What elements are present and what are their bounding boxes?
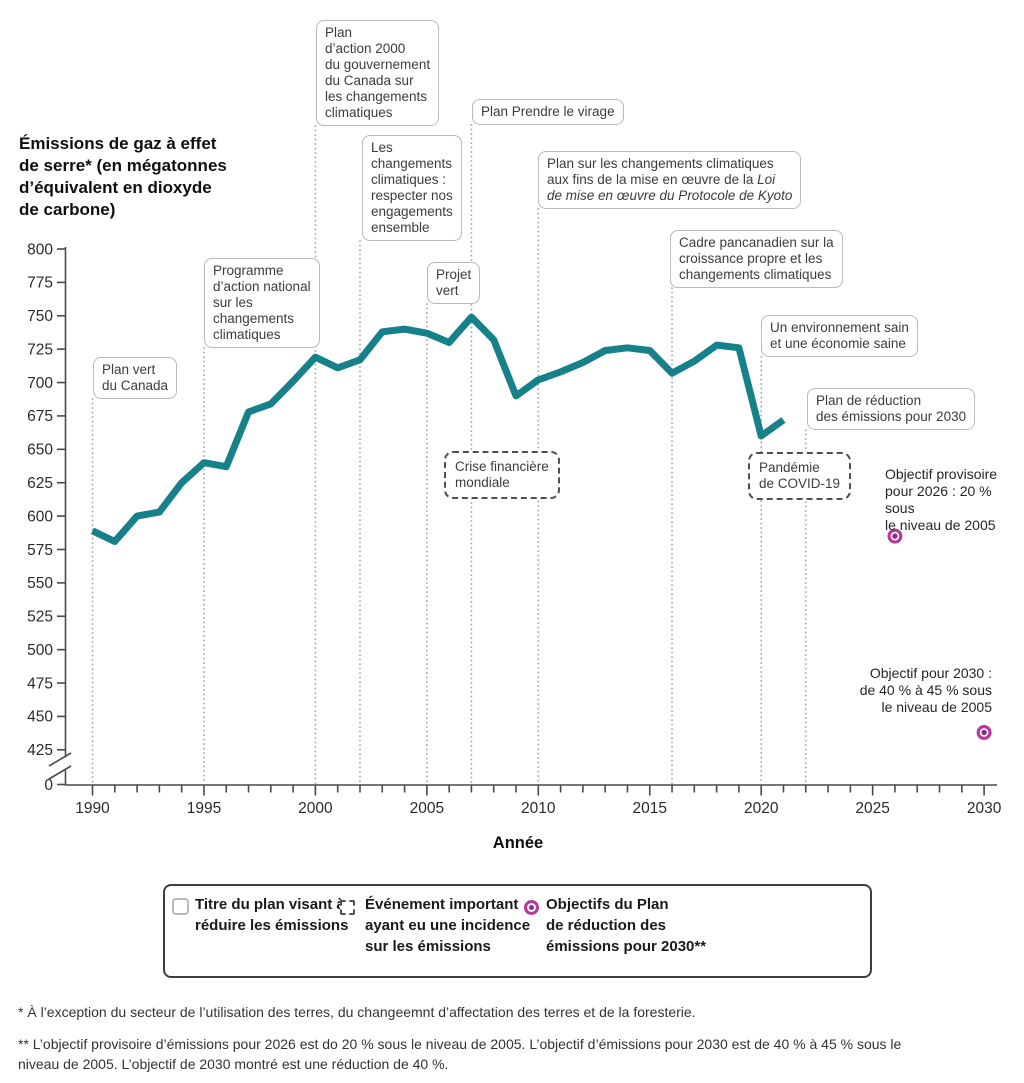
x-tick-label: 2025 bbox=[855, 800, 889, 817]
annotation-respecter-nos-engagements: Les changements climatiques : respecter … bbox=[362, 135, 462, 241]
y-tick-label: 550 bbox=[27, 575, 53, 592]
target-2026-label: Objectif provisoire pour 2026 : 20 % sou… bbox=[885, 466, 998, 533]
x-tick-label: 2020 bbox=[744, 800, 779, 817]
footnote-1: * À l’exception du secteur de l’utilisat… bbox=[18, 1004, 696, 1020]
x-tick-label: 2030 bbox=[967, 800, 1002, 817]
y-tick-label: 800 bbox=[27, 241, 53, 258]
target-dot-icon bbox=[524, 900, 539, 915]
y-tick-label: 450 bbox=[27, 709, 53, 726]
event-box-icon bbox=[340, 900, 355, 915]
axis-break-mark bbox=[48, 765, 72, 780]
y-tick-label: 525 bbox=[27, 609, 53, 626]
target-dot-2030 bbox=[976, 725, 992, 740]
axes: 0 425 450 475 500 525 550 575 600 625 650 675 700 725… bbox=[27, 241, 1002, 817]
y-tick-label: 600 bbox=[27, 508, 53, 525]
y-tick-label: 625 bbox=[27, 475, 53, 492]
legend: Titre du plan visant à réduire les émiss… bbox=[163, 884, 872, 978]
x-tick-label: 1990 bbox=[75, 800, 110, 817]
x-tick-label: 2000 bbox=[298, 800, 333, 817]
y-axis-title: Émissions de gaz à effet de serre* (en m… bbox=[19, 134, 227, 219]
chart-plot: 0 425 450 475 500 525 550 575 600 625 650 675 700 725… bbox=[27, 124, 1002, 817]
y-tick-label: 0 bbox=[44, 777, 53, 794]
x-tick-label: 2015 bbox=[633, 800, 667, 817]
x-axis-title: Année bbox=[492, 834, 544, 852]
y-tick-label: 725 bbox=[27, 341, 53, 358]
annotation-plan-reduction-2030: Plan de réduction des émissions pour 203… bbox=[807, 388, 976, 430]
emissions-line bbox=[90, 313, 786, 545]
axis-break-mark bbox=[48, 752, 72, 767]
x-tick-label: 1995 bbox=[187, 800, 221, 817]
y-tick-label: 475 bbox=[27, 675, 53, 692]
y-tick-label: 700 bbox=[27, 375, 53, 392]
annotation-plan-action-2000: Plan d’action 2000 du gouvernement du Ca… bbox=[316, 20, 440, 126]
y-tick-label: 650 bbox=[27, 442, 53, 459]
annotation-environnement-sain: Un environnement sain et une économie sa… bbox=[761, 315, 918, 357]
y-tick-label: 750 bbox=[27, 308, 53, 325]
legend-label-event: Événement important ayant eu une inciden… bbox=[365, 896, 531, 955]
legend-label-plan: Titre du plan visant à réduire les émiss… bbox=[195, 896, 349, 934]
annotation-plan-prendre-le-virage: Plan Prendre le virage bbox=[472, 99, 624, 125]
target-dot-2026 bbox=[887, 528, 903, 544]
plan-box-icon bbox=[172, 898, 189, 915]
annotation-plan-kyoto: Plan sur les changements climatiques aux… bbox=[538, 151, 802, 209]
annotation-projet-vert: Projet vert bbox=[427, 262, 481, 304]
y-tick-label: 675 bbox=[27, 408, 53, 425]
y-tick-label: 500 bbox=[27, 642, 53, 659]
x-tick-label: 2005 bbox=[410, 800, 444, 817]
y-tick-label: 775 bbox=[27, 275, 53, 292]
annotation-crise-financiere: Crise financière mondiale bbox=[444, 451, 560, 499]
annotation-pandemie-covid-19: Pandémie de COVID-19 bbox=[748, 452, 852, 500]
y-tick-label: 575 bbox=[27, 542, 53, 559]
annotation-programme-action-national: Programme d’action national sur les chan… bbox=[204, 258, 320, 348]
target-2030-label: Objectif pour 2030 : de 40 % à 45 % sous… bbox=[859, 665, 992, 715]
x-tick-label: 2010 bbox=[521, 800, 556, 817]
y-tick-label: 425 bbox=[27, 742, 53, 759]
annotation-cadre-pancanadien: Cadre pancanadien sur la croissance prop… bbox=[670, 230, 843, 288]
legend-label-target: Objectifs du Plan de réduction des émiss… bbox=[546, 896, 707, 955]
footnote-2: ** L’objectif provisoire d’émissions pou… bbox=[18, 1036, 902, 1072]
annotation-plan-vert-du-canada: Plan vert du Canada bbox=[93, 357, 178, 399]
emissions-series bbox=[90, 313, 786, 545]
